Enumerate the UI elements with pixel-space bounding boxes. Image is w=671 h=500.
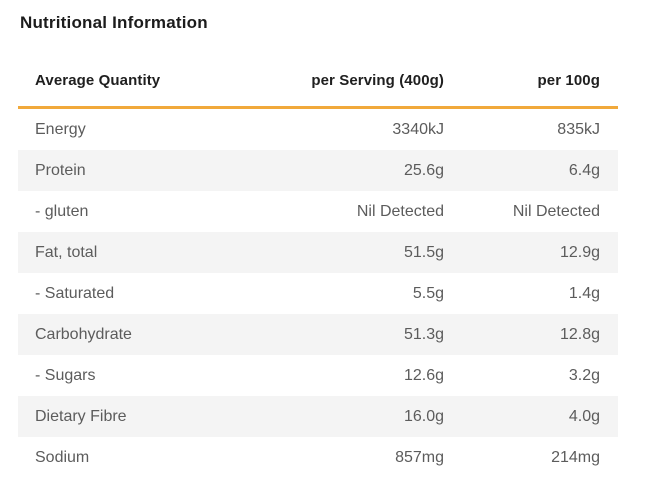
table-row-energy: Energy 3340kJ 835kJ: [18, 107, 618, 150]
table-row-protein: Protein 25.6g 6.4g: [18, 150, 618, 191]
column-header-per-100g: per 100g: [537, 72, 600, 89]
row-value-per-serving: Nil Detected: [356, 202, 444, 220]
header-row: Average Quantity per Serving (400g) per …: [18, 33, 618, 108]
row-label: - gluten: [35, 202, 89, 220]
row-label: Carbohydrate: [35, 325, 132, 343]
row-label: Fat, total: [35, 243, 98, 261]
row-value-per-100g: 214mg: [551, 448, 600, 466]
row-label: Dietary Fibre: [35, 407, 127, 425]
row-value-per-serving: 3340kJ: [392, 120, 444, 138]
table-row-dietary-fibre: Dietary Fibre 16.0g 4.0g: [18, 396, 618, 437]
table-body: Energy 3340kJ 835kJ Protein 25.6g 6.4g -…: [18, 107, 618, 478]
table-row-saturated: - Saturated 5.5g 1.4g: [18, 273, 618, 314]
row-value-per-100g: 6.4g: [568, 161, 600, 179]
table-header: Average Quantity per Serving (400g) per …: [18, 33, 618, 108]
table-row-sugars: - Sugars 12.6g 3.2g: [18, 355, 618, 396]
row-label: Protein: [35, 161, 86, 179]
row-value-per-serving: 25.6g: [403, 161, 444, 179]
row-value-per-100g: 1.4g: [568, 284, 600, 302]
column-header-per-serving: per Serving (400g): [311, 72, 444, 89]
row-value-per-100g: 12.8g: [559, 325, 600, 343]
row-value-per-serving: 51.5g: [403, 243, 444, 261]
nutrition-table: Average Quantity per Serving (400g) per …: [18, 33, 618, 478]
column-header-average-quantity: Average Quantity: [35, 72, 161, 89]
row-value-per-100g: 3.2g: [568, 366, 600, 384]
row-value-per-serving: 5.5g: [412, 284, 444, 302]
row-value-per-100g: 12.9g: [559, 243, 600, 261]
row-value-per-100g: 835kJ: [557, 120, 600, 138]
row-value-per-serving: 51.3g: [403, 325, 444, 343]
page-title: Nutritional Information: [20, 13, 208, 32]
table-row-sodium: Sodium 857mg 214mg: [18, 437, 618, 478]
row-label: Sodium: [35, 448, 90, 466]
row-value-per-serving: 16.0g: [403, 407, 444, 425]
table-row-carbohydrate: Carbohydrate 51.3g 12.8g: [18, 314, 618, 355]
row-value-per-serving: 857mg: [395, 448, 444, 466]
row-value-per-serving: 12.6g: [403, 366, 444, 384]
row-value-per-100g: Nil Detected: [512, 202, 600, 220]
table-row-gluten: - gluten Nil Detected Nil Detected: [18, 191, 618, 232]
table-row-fat-total: Fat, total 51.5g 12.9g: [18, 232, 618, 273]
row-label: Energy: [35, 120, 86, 138]
row-label: - Saturated: [35, 284, 115, 302]
row-label: - Sugars: [35, 366, 96, 384]
row-value-per-100g: 4.0g: [568, 407, 600, 425]
